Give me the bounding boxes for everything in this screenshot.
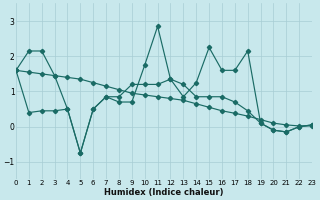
X-axis label: Humidex (Indice chaleur): Humidex (Indice chaleur) [104,188,224,197]
